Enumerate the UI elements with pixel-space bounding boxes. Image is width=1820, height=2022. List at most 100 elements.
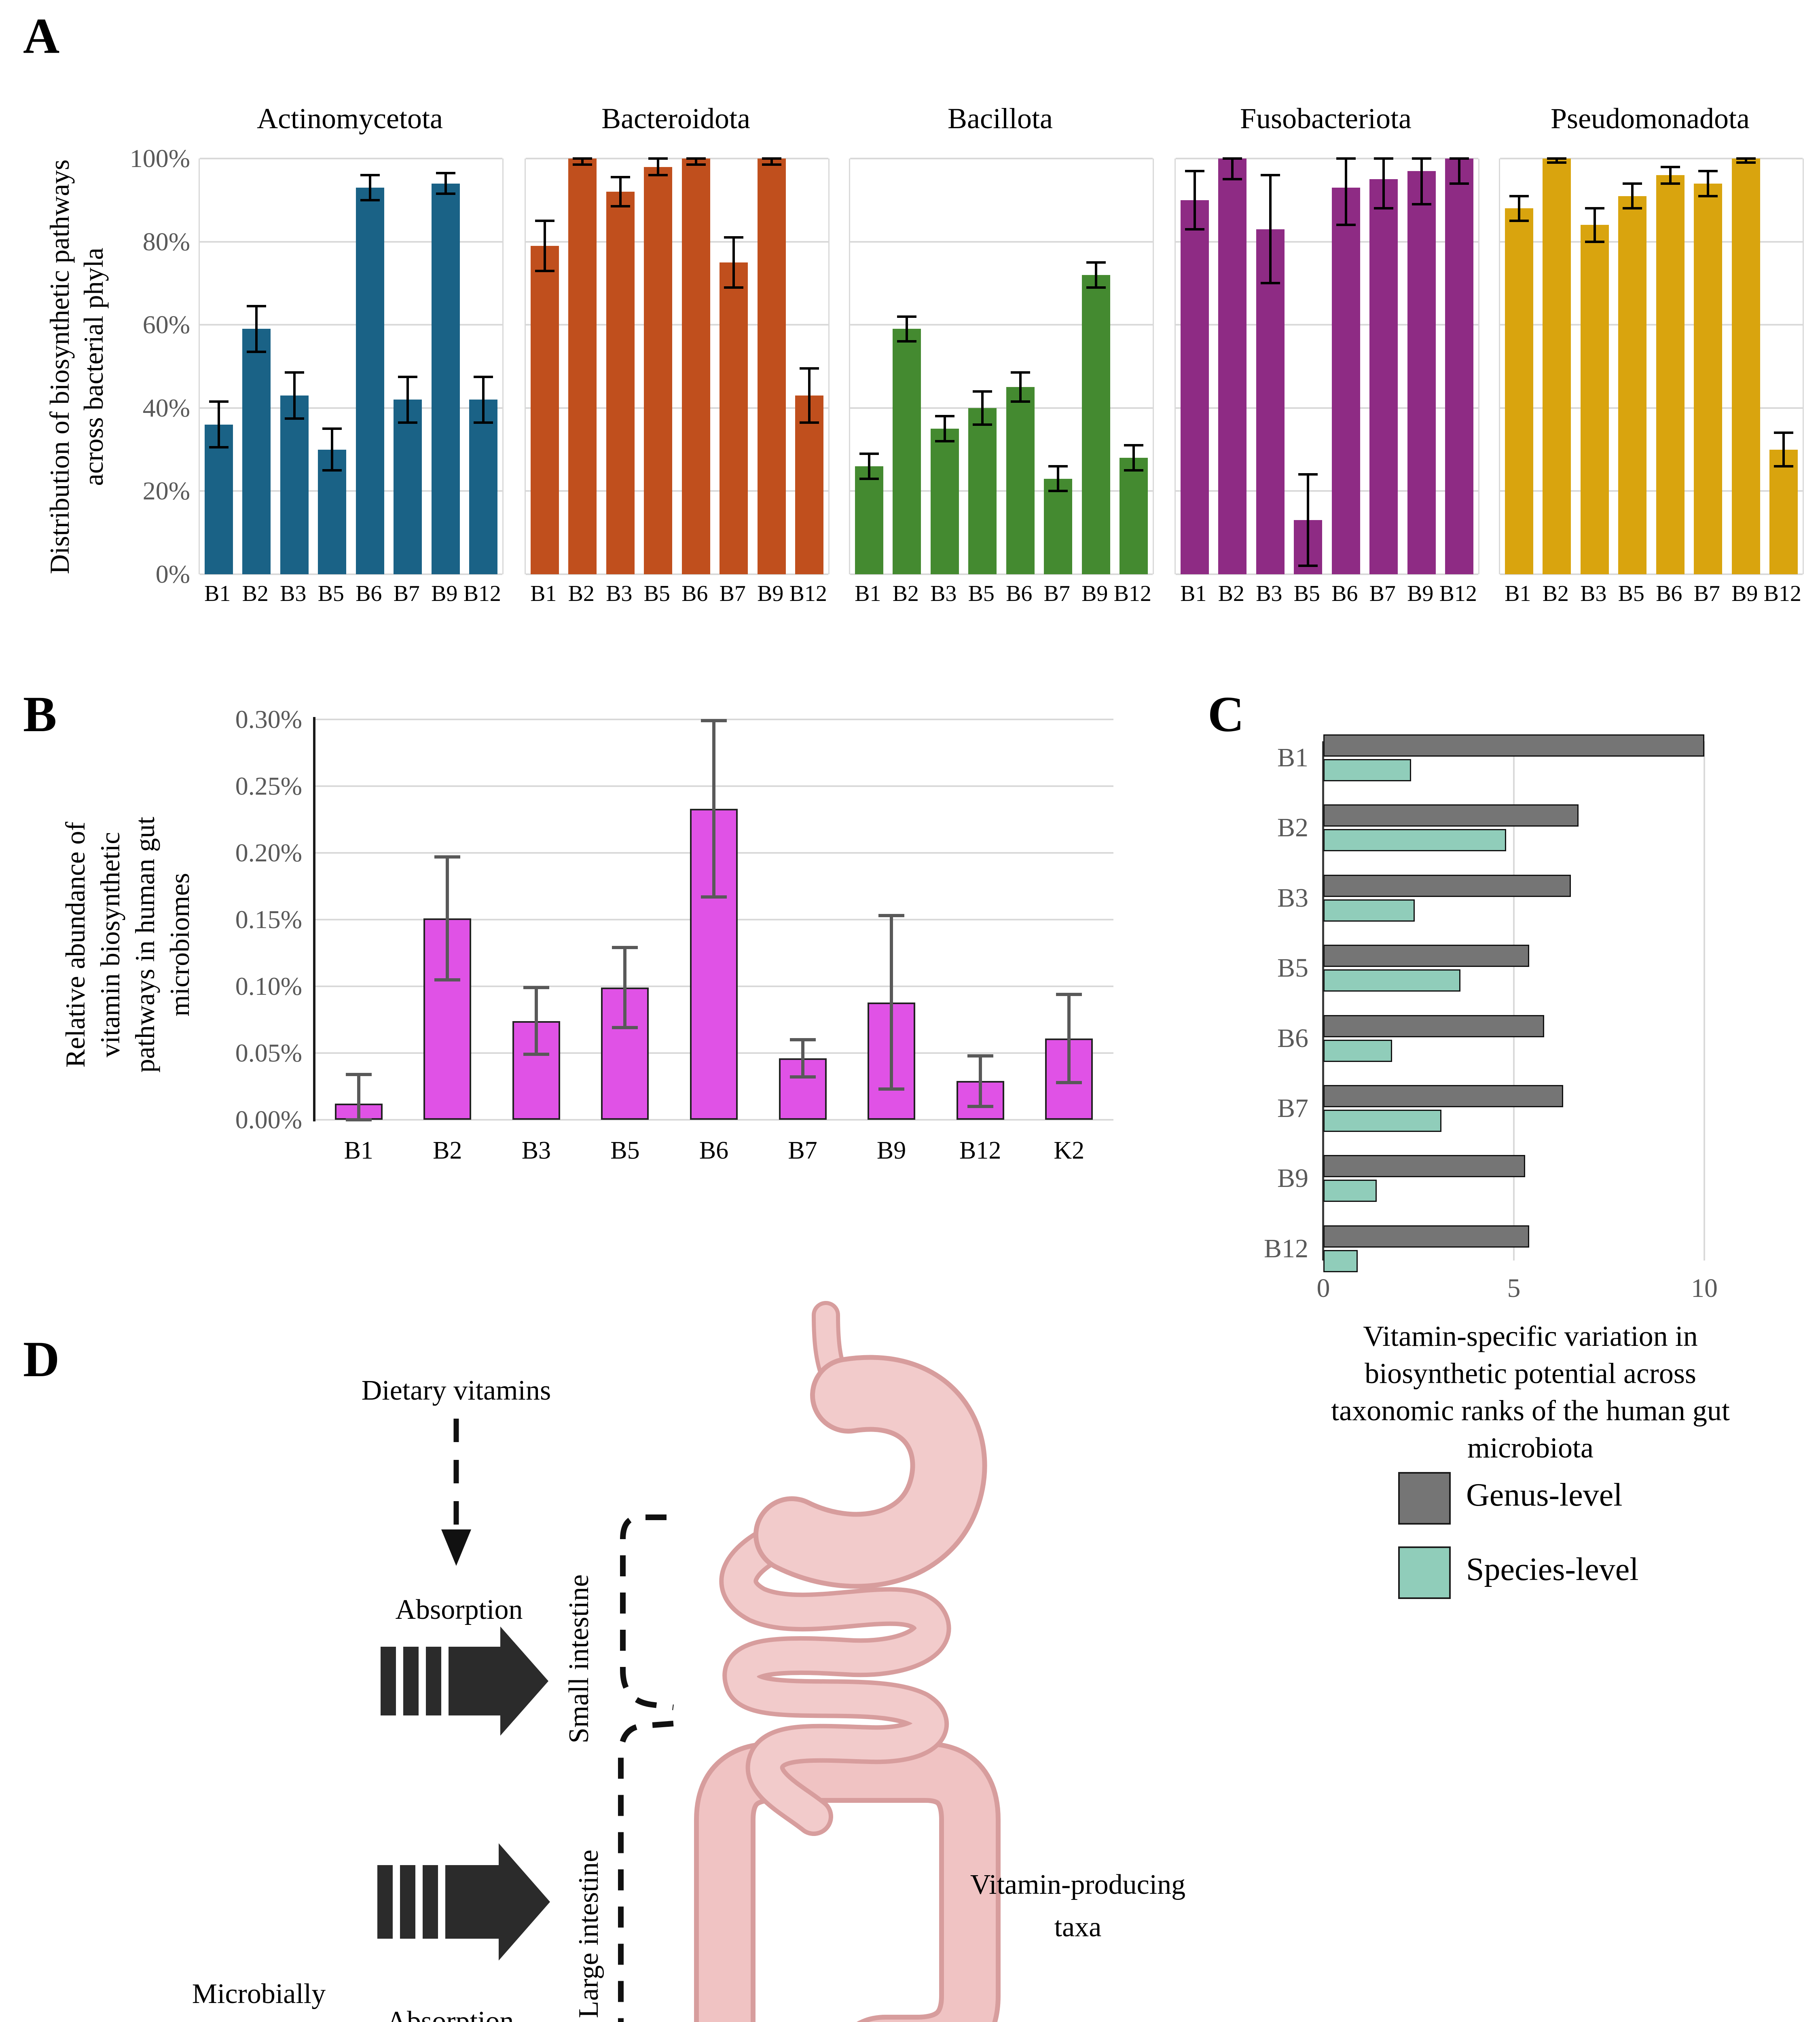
error-bar-cap bbox=[1509, 195, 1529, 197]
error-bar-cap bbox=[648, 157, 668, 160]
error-bar-cap bbox=[701, 719, 727, 723]
bar bbox=[1543, 159, 1571, 574]
panel-b-label: B bbox=[23, 687, 57, 742]
error-bar-line bbox=[981, 391, 984, 425]
bar bbox=[431, 183, 460, 574]
error-bar-cap bbox=[1336, 157, 1356, 160]
error-bar-cap bbox=[209, 446, 229, 449]
bar bbox=[1006, 387, 1035, 574]
x-tick-label: B6 bbox=[1331, 581, 1358, 606]
error-bar-cap bbox=[1698, 169, 1718, 172]
large-intestine-icon bbox=[694, 1741, 1001, 2022]
x-tick-label: B6 bbox=[1656, 581, 1682, 606]
x-tick-label: B2 bbox=[242, 581, 269, 606]
bar bbox=[681, 159, 710, 574]
bar bbox=[1120, 458, 1148, 574]
x-tick-label: K2 bbox=[1054, 1137, 1085, 1164]
grid-line bbox=[526, 407, 828, 409]
absorption-large-label: Absorption bbox=[386, 2006, 514, 2022]
x-tick-label: B2 bbox=[1542, 581, 1569, 606]
stomach-icon bbox=[753, 1301, 987, 1589]
error-bar-line bbox=[943, 416, 946, 442]
grid-line bbox=[850, 158, 1153, 159]
x-tick-label: B12 bbox=[959, 1137, 1001, 1164]
bar bbox=[568, 159, 597, 574]
bar-species bbox=[1323, 969, 1461, 992]
error-bar-cap bbox=[1450, 157, 1469, 160]
x-tick-label: B5 bbox=[1618, 581, 1644, 606]
error-bar-cap bbox=[360, 199, 380, 201]
bar-genus bbox=[1323, 874, 1571, 897]
x-tick-label: B1 bbox=[1180, 581, 1207, 606]
error-bar-cap bbox=[610, 205, 630, 208]
error-bar-cap bbox=[1048, 490, 1068, 493]
error-bar-cap bbox=[1623, 182, 1642, 185]
error-bar-cap bbox=[1010, 371, 1030, 374]
error-bar-line bbox=[446, 857, 449, 980]
error-bar-cap bbox=[1336, 224, 1356, 226]
bar bbox=[720, 262, 748, 574]
absorption-small-label: Absorption bbox=[395, 1594, 523, 1625]
bar bbox=[1445, 159, 1474, 574]
error-bar-line bbox=[1517, 196, 1520, 221]
bar bbox=[1656, 175, 1685, 574]
subpanel-plot bbox=[525, 157, 830, 575]
error-bar-cap bbox=[1547, 161, 1567, 164]
error-bar-cap bbox=[1185, 228, 1204, 231]
grid-line bbox=[200, 407, 502, 409]
grid-line bbox=[526, 573, 828, 575]
y-tick-label: 0% bbox=[155, 560, 190, 588]
error-bar-cap bbox=[322, 427, 342, 430]
x-tick-label: B9 bbox=[1081, 581, 1108, 606]
error-bar-cap bbox=[1223, 178, 1242, 181]
error-bar-cap bbox=[724, 236, 744, 239]
x-tick-label: B1 bbox=[855, 581, 881, 606]
bar-genus bbox=[1323, 734, 1704, 757]
error-bar-cap bbox=[1412, 157, 1431, 160]
error-bar-cap bbox=[1086, 261, 1106, 264]
dashed-down-arrow-icon bbox=[441, 1419, 471, 1566]
error-bar-cap bbox=[523, 986, 549, 990]
gi-tract-illustration bbox=[694, 1301, 1001, 2022]
error-bar-line bbox=[357, 1074, 360, 1120]
error-bar-cap bbox=[859, 477, 879, 480]
bar-species bbox=[1323, 829, 1507, 852]
error-bar-line bbox=[482, 376, 485, 423]
x-tick-label: B12 bbox=[463, 581, 501, 606]
error-bar-line bbox=[619, 177, 622, 207]
error-bar-cap bbox=[612, 1026, 638, 1030]
x-tick-label: B6 bbox=[356, 581, 382, 606]
grid-line bbox=[1176, 490, 1478, 492]
legend-swatch-species bbox=[1398, 1546, 1451, 1599]
error-bar-cap bbox=[247, 351, 267, 353]
grid-line bbox=[200, 573, 502, 575]
error-bar-line bbox=[1782, 433, 1785, 466]
error-bar-line bbox=[1057, 466, 1060, 491]
x-tick-label: B3 bbox=[1580, 581, 1607, 606]
bar bbox=[606, 192, 635, 574]
bar bbox=[1045, 1038, 1093, 1120]
error-bar-line bbox=[1019, 372, 1022, 402]
y-tick-label: 20% bbox=[142, 476, 190, 506]
y-axis-line bbox=[313, 717, 315, 1121]
bar-species bbox=[1323, 1180, 1377, 1202]
bar bbox=[242, 329, 271, 574]
grid-line bbox=[1176, 407, 1478, 409]
grid-line bbox=[850, 407, 1153, 409]
error-bar-line bbox=[1631, 183, 1634, 209]
error-bar-cap bbox=[686, 157, 706, 160]
error-bar-cap bbox=[474, 421, 493, 424]
error-bar-line bbox=[712, 721, 715, 897]
grid-line bbox=[526, 158, 828, 159]
x-tick-label: B3 bbox=[1256, 581, 1282, 606]
bar-species bbox=[1323, 759, 1411, 781]
error-bar-line bbox=[1458, 159, 1461, 184]
error-bar-cap bbox=[535, 269, 554, 272]
grid-line bbox=[1500, 407, 1803, 409]
x-tick-label: B7 bbox=[1043, 581, 1070, 606]
error-bar-cap bbox=[398, 421, 418, 424]
error-bar-cap bbox=[1260, 282, 1280, 285]
error-bar-cap bbox=[1450, 182, 1469, 185]
subpanel-plot bbox=[849, 158, 1154, 575]
